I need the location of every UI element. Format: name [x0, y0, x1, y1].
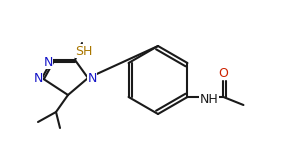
Text: N: N: [43, 56, 53, 68]
Text: O: O: [218, 67, 229, 80]
Text: SH: SH: [75, 44, 93, 57]
Text: NH: NH: [200, 92, 219, 105]
Text: N: N: [87, 72, 97, 84]
Text: N: N: [33, 72, 43, 84]
